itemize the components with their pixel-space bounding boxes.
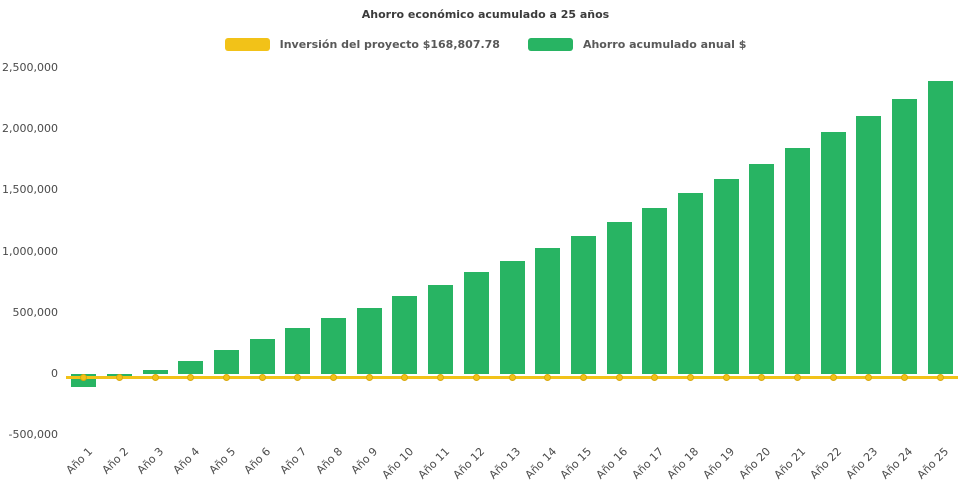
savings-bar-año-18 bbox=[677, 193, 703, 374]
y-axis: -500,000 0 500,000 1,000,000 1,500,000 2,000,… bbox=[0, 61, 59, 441]
investment-line-marker bbox=[151, 373, 159, 381]
plot-area bbox=[66, 68, 958, 435]
savings-bar-año-10 bbox=[392, 295, 418, 374]
savings-bar-año-22 bbox=[820, 132, 846, 374]
investment-line-marker bbox=[437, 373, 445, 381]
savings-bar-año-8 bbox=[321, 317, 347, 374]
investment-line-marker bbox=[508, 373, 516, 381]
investment-line-marker bbox=[936, 373, 944, 381]
y-tick-label: 2,500,000 bbox=[2, 61, 58, 74]
investment-line-marker bbox=[472, 373, 480, 381]
savings-bar-año-17 bbox=[642, 208, 668, 374]
savings-bar-año-24 bbox=[891, 99, 917, 374]
legend-item-savings: Ahorro acumulado anual $ bbox=[527, 38, 747, 51]
investment-line-marker bbox=[223, 373, 231, 381]
savings-bar-año-13 bbox=[499, 260, 525, 374]
y-tick-label: -500,000 bbox=[8, 428, 58, 441]
savings-bar-año-21 bbox=[784, 148, 810, 374]
investment-line-marker bbox=[722, 373, 730, 381]
savings-bar-año-3 bbox=[142, 369, 168, 374]
savings-bar-año-14 bbox=[535, 248, 561, 374]
investment-line-marker bbox=[330, 373, 338, 381]
savings-bar-año-20 bbox=[749, 164, 775, 374]
savings-bar-año-9 bbox=[356, 307, 382, 374]
investment-line-marker bbox=[615, 373, 623, 381]
investment-line-marker bbox=[651, 373, 659, 381]
savings-bar-año-7 bbox=[285, 327, 311, 374]
savings-bar-año-19 bbox=[713, 179, 739, 374]
savings-bar-año-6 bbox=[249, 338, 275, 374]
investment-line-marker bbox=[401, 373, 409, 381]
chart-title: Ahorro económico acumulado a 25 años bbox=[361, 8, 610, 21]
savings-bar-año-15 bbox=[570, 235, 596, 374]
savings-bar-año-5 bbox=[214, 349, 240, 374]
savings-bar-año-25 bbox=[927, 81, 953, 374]
investment-line-marker bbox=[686, 373, 694, 381]
investment-line-marker bbox=[758, 373, 766, 381]
investment-line-marker bbox=[829, 373, 837, 381]
investment-line-marker bbox=[579, 373, 587, 381]
savings-legend-swatch bbox=[527, 38, 573, 51]
legend-item-investment: Inversión del proyecto $168,807.78 bbox=[224, 38, 500, 51]
y-tick-label: 500,000 bbox=[12, 305, 59, 319]
investment-line-marker bbox=[187, 373, 195, 381]
savings-bar-año-4 bbox=[178, 360, 204, 374]
investment-line-marker bbox=[80, 373, 88, 381]
savings-legend-label: Ahorro acumulado anual $ bbox=[582, 38, 747, 51]
investment-line-marker bbox=[865, 373, 873, 381]
y-tick-label: 1,000,000 bbox=[2, 244, 58, 258]
savings-bar-año-23 bbox=[856, 116, 882, 374]
x-axis: Año 1 Año 2 Año 3 Año 4 Año 5 Año 6 Año 7 Año 8… bbox=[63, 437, 958, 485]
savings-bar-año-12 bbox=[463, 272, 489, 374]
investment-legend-swatch bbox=[224, 38, 270, 51]
investment-line-marker bbox=[544, 373, 552, 381]
savings-bar-año-11 bbox=[428, 284, 454, 374]
investment-line-marker bbox=[258, 373, 266, 381]
y-tick-label: 0 bbox=[51, 366, 58, 380]
investment-legend-label: Inversión del proyecto $168,807.78 bbox=[279, 38, 500, 51]
y-tick-label: 1,500,000 bbox=[2, 183, 58, 197]
investment-line-marker bbox=[793, 373, 801, 381]
investment-line-marker bbox=[294, 373, 302, 381]
chart-legend: Inversión del proyecto $168,807.78 Ahorr… bbox=[0, 38, 971, 51]
investment-line-marker bbox=[116, 373, 124, 381]
savings-bar-año-16 bbox=[606, 221, 632, 374]
investment-line-marker bbox=[365, 373, 373, 381]
investment-line-marker bbox=[900, 373, 908, 381]
y-tick-label: 2,000,000 bbox=[2, 122, 58, 136]
